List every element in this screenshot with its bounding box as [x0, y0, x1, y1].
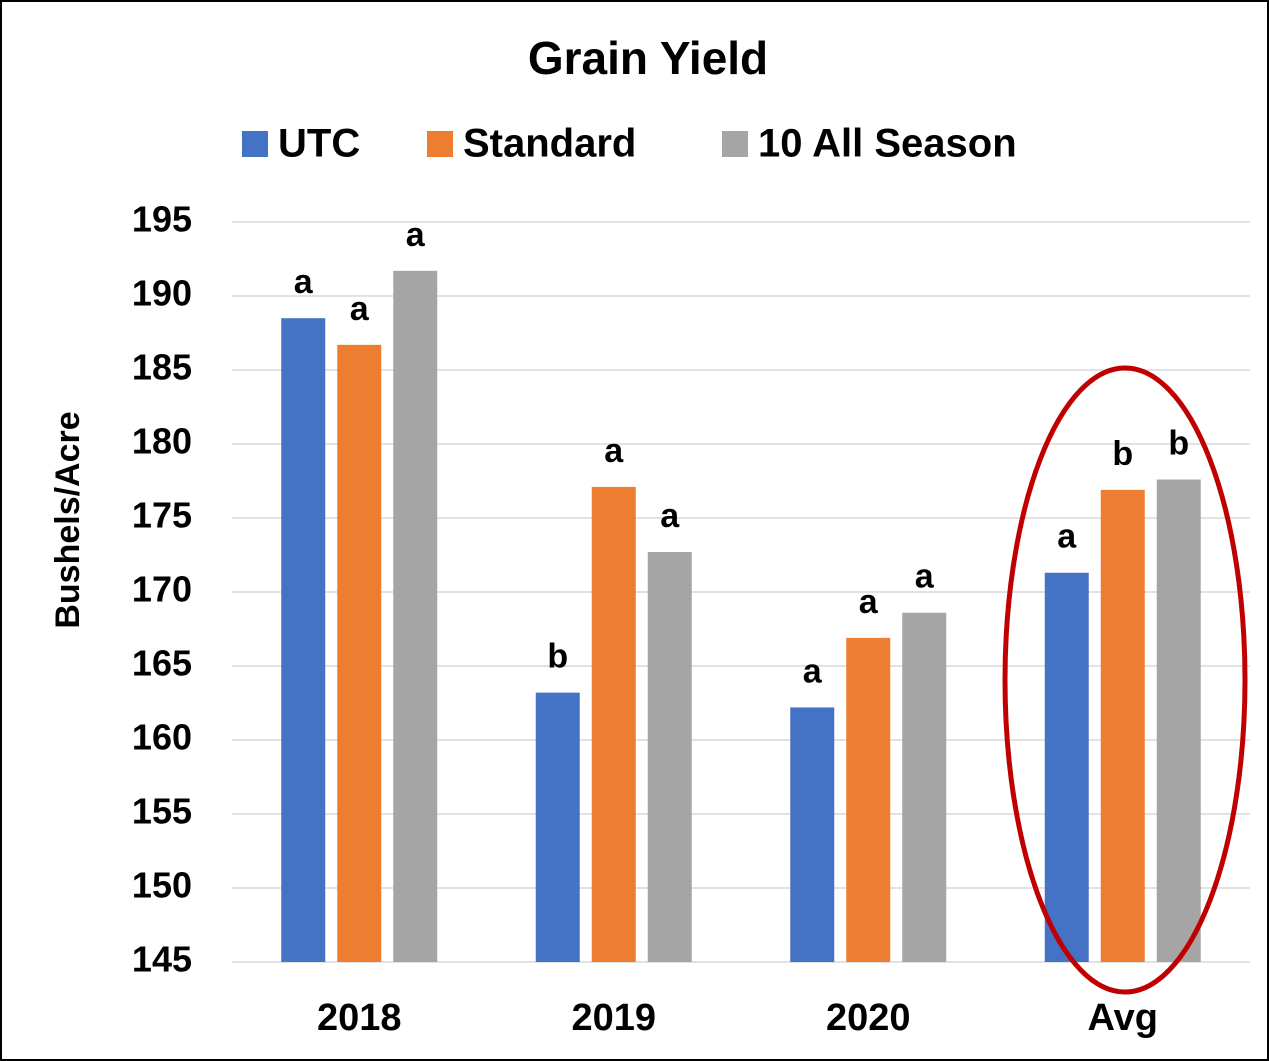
y-tick-label: 150: [132, 865, 192, 906]
significance-letter: a: [350, 290, 370, 328]
significance-letter: a: [294, 263, 314, 301]
y-tick-label: 165: [132, 643, 192, 684]
bar: [281, 318, 326, 962]
significance-letter: a: [660, 497, 680, 535]
bar: [1156, 479, 1201, 962]
y-tick-label: 195: [132, 199, 192, 240]
y-tick-label: 190: [132, 273, 192, 314]
y-tick-label: 180: [132, 421, 192, 462]
chart-title: Grain Yield: [528, 32, 768, 84]
significance-letter: a: [604, 432, 624, 470]
legend-label: UTC: [278, 122, 360, 166]
bar: [1044, 572, 1089, 962]
significance-letter: b: [1168, 425, 1189, 463]
significance-letter: b: [547, 638, 568, 676]
x-tick-label: 2018: [317, 997, 402, 1039]
highlight-ellipse: [1002, 365, 1248, 995]
x-tick-label: 2019: [571, 997, 656, 1039]
legend-label: Standard: [463, 122, 636, 166]
significance-letter: a: [1057, 518, 1077, 556]
y-axis-label: Bushels/Acre: [49, 411, 87, 628]
bar: [337, 344, 382, 963]
x-tick-label: Avg: [1088, 997, 1158, 1039]
legend-swatch: [242, 131, 268, 157]
significance-letter: b: [1112, 435, 1133, 473]
bar: [647, 552, 692, 962]
legend-swatch: [427, 131, 453, 157]
bar: [535, 692, 580, 962]
legend-label: 10 All Season: [758, 122, 1017, 166]
bar: [790, 707, 835, 962]
bar: [591, 486, 636, 962]
bar: [393, 270, 438, 963]
significance-letter: a: [803, 652, 823, 690]
significance-letter: a: [859, 583, 879, 621]
plot: 145 150 155 160 165 170 175 180 185 190 195 UTC Stan…: [132, 122, 1250, 1039]
bar: [846, 637, 891, 962]
significance-letter: a: [915, 558, 935, 596]
significance-letter: a: [406, 216, 426, 254]
x-tick-label: 2020: [826, 997, 911, 1039]
y-tick-label: 185: [132, 347, 192, 388]
y-tick-label: 175: [132, 495, 192, 536]
y-tick-label: 160: [132, 717, 192, 758]
bar: [1100, 489, 1145, 962]
bar: [902, 612, 947, 962]
y-tick-label: 170: [132, 569, 192, 610]
y-tick-label: 145: [132, 939, 192, 980]
y-tick-label: 155: [132, 791, 192, 832]
legend-swatch: [722, 131, 748, 157]
